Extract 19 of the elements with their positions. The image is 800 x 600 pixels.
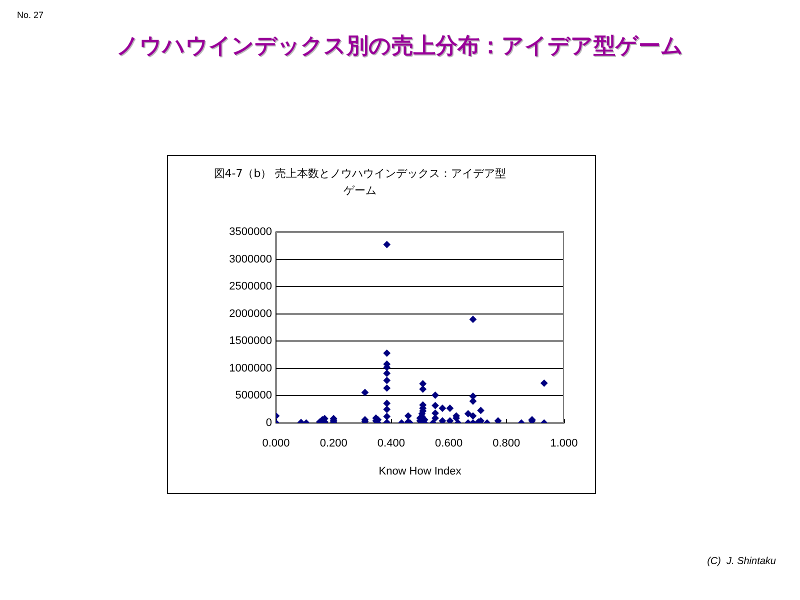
y-tick-label: 2000000 — [229, 308, 272, 320]
y-tick-label: 500000 — [235, 390, 272, 402]
x-tick-label: 0.400 — [377, 438, 405, 450]
x-tick-label: 1.000 — [550, 438, 578, 450]
y-tick-label: 0 — [266, 417, 272, 430]
x-tick-label: 0.800 — [492, 438, 520, 450]
y-tick-label: 1000000 — [229, 362, 272, 374]
x-tick-label: 0.000 — [262, 438, 290, 450]
x-tick-label: 0.600 — [435, 438, 463, 450]
y-tick-label: 1500000 — [229, 335, 272, 348]
text: (C) J. Shintaku — [707, 556, 776, 567]
x-tick-label: 0.200 — [320, 438, 348, 450]
chart-title: ノウハウインデックス別の売上分布：アイデア型ゲーム — [116, 33, 684, 61]
chart-subtitle: 図4-7（b） 売上本数とノウハウインデックス：アイデア型ゲーム — [212, 166, 508, 199]
x-axis-title: Know How Index — [378, 465, 462, 478]
y-tick-label: 3500000 — [229, 226, 272, 238]
y-tick-label: 2500000 — [229, 280, 272, 293]
text: No. 27 — [17, 10, 44, 20]
y-tick-label: 3000000 — [229, 253, 272, 266]
